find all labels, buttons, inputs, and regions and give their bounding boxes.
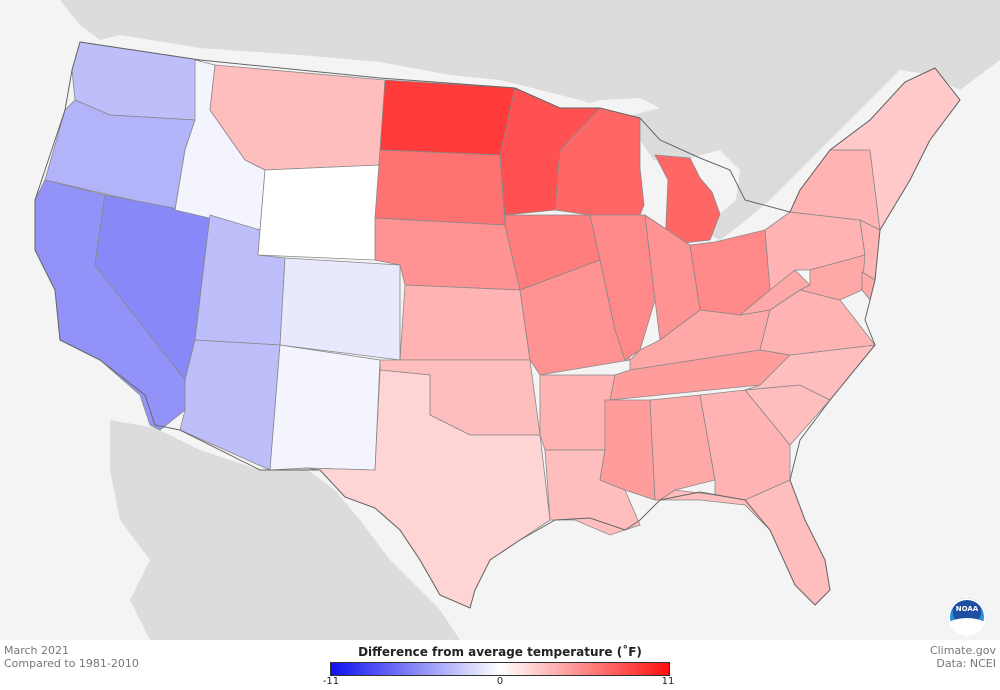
state-south-dakota [374, 149, 506, 226]
credit-source: Climate.gov [929, 644, 996, 657]
legend-color-scale [330, 662, 670, 676]
legend-min-label: -11 [322, 676, 340, 687]
legend-max-label: 11 [661, 676, 675, 687]
mexico-landmass [110, 420, 460, 640]
caption-date: March 2021 [4, 644, 70, 657]
temperature-anomaly-map [34, 0, 1000, 640]
us-outline [34, 41, 961, 609]
canada-landmass [60, 0, 1000, 240]
legend-title: Difference from average temperature (˚F) [358, 645, 642, 659]
state-michigan [654, 154, 721, 246]
state-wyoming [257, 164, 381, 261]
logo-text: NOAA [955, 605, 979, 613]
caption-baseline: Compared to 1981-2010 [4, 657, 139, 670]
map-caption: March 2021 Compared to 1981-2010 [4, 644, 139, 670]
state-colorado [279, 257, 401, 361]
logo-wave-shape [948, 618, 986, 636]
lake-huron [690, 150, 740, 214]
credit-data: Data: NCEI [936, 657, 996, 670]
state-arkansas [539, 374, 616, 451]
state-kansas [399, 284, 531, 361]
noaa-logo-icon: NOAA [948, 598, 986, 636]
state-regions [34, 41, 961, 609]
state-north-dakota [379, 79, 516, 156]
legend-mid-label: 0 [496, 676, 504, 687]
state-new-mexico [269, 344, 381, 471]
credits: Climate.gov Data: NCEI [930, 644, 996, 670]
